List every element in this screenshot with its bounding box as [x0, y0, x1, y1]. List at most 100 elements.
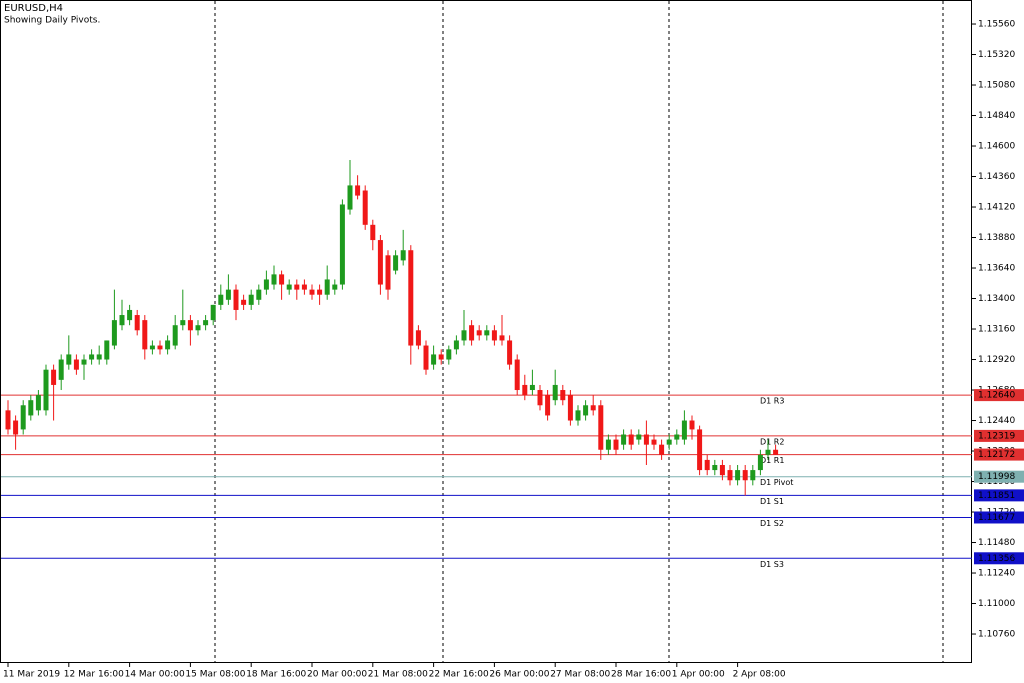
candle-body — [233, 289, 239, 310]
pivot-name: D1 R1 — [760, 456, 784, 465]
y-tick-label: 1.13640 — [978, 264, 1015, 274]
candle-body — [28, 400, 34, 416]
price-label: 1.11677 — [978, 513, 1015, 523]
x-tick-label: 20 Mar 00:00 — [307, 670, 367, 680]
y-tick-label: 1.13400 — [978, 294, 1015, 304]
candle-body — [431, 354, 437, 365]
candle-body — [58, 359, 64, 380]
candle-body — [491, 330, 497, 341]
candle-body — [119, 315, 125, 326]
candle-body — [195, 325, 201, 331]
candle-body — [317, 289, 323, 295]
x-tick-label: 15 Mar 08:00 — [185, 670, 245, 680]
price-box — [974, 489, 1024, 502]
candle-body — [742, 470, 748, 481]
candle-body — [590, 405, 596, 411]
candle-body — [750, 470, 756, 481]
candle-body — [332, 284, 338, 290]
price-label: 1.11998 — [978, 472, 1015, 482]
price-box — [974, 552, 1024, 565]
candle-body — [149, 345, 155, 350]
candle-body — [529, 384, 535, 391]
candle-body — [20, 405, 26, 430]
candle-body — [757, 454, 763, 471]
candle-body — [499, 335, 505, 341]
candle-body — [659, 444, 665, 455]
candle-body — [51, 369, 57, 385]
candle-body — [286, 284, 292, 290]
candle-body — [355, 185, 361, 196]
candle-body — [605, 439, 611, 450]
candle-body — [697, 429, 703, 471]
candle-body — [438, 354, 444, 360]
pivot-name: D1 S2 — [760, 519, 784, 528]
y-tick-label: 1.11000 — [978, 599, 1015, 609]
candle-body — [89, 354, 95, 360]
candle-body — [35, 395, 41, 411]
candle-body — [400, 250, 406, 261]
candle-body — [362, 190, 368, 225]
candle-body — [294, 284, 300, 290]
price-label: 1.11851 — [978, 491, 1015, 501]
price-box — [974, 448, 1024, 461]
candle-body — [271, 274, 277, 285]
pivot-name: D1 S3 — [760, 560, 784, 569]
candle-body — [66, 354, 72, 365]
candle-body — [187, 320, 193, 331]
chart-subtitle: Showing Daily Pivots. — [4, 16, 100, 26]
candle-body — [674, 434, 680, 440]
candle-body — [5, 410, 11, 430]
y-tick-label: 1.11240 — [978, 569, 1015, 579]
price-box — [974, 470, 1024, 483]
candle-body — [560, 390, 566, 401]
candle-body — [134, 315, 140, 331]
price-label: 1.12640 — [978, 391, 1015, 401]
candle-body — [545, 395, 551, 416]
y-tick-label: 1.10760 — [978, 630, 1015, 640]
y-tick-label: 1.12920 — [978, 355, 1015, 365]
y-tick-label: 1.15320 — [978, 50, 1015, 60]
candle-body — [773, 449, 779, 455]
candle-body — [279, 274, 285, 285]
candle-body — [43, 369, 49, 411]
y-tick-label: 1.14600 — [978, 142, 1015, 152]
candle-body — [13, 420, 19, 435]
price-label: 1.12319 — [978, 431, 1015, 441]
candle-body — [96, 354, 102, 360]
candle-body — [127, 309, 133, 321]
candle-body — [712, 465, 718, 471]
candle-body — [210, 304, 216, 321]
candle-body — [507, 340, 513, 365]
x-tick-label: 18 Mar 16:00 — [246, 670, 306, 680]
candle-body — [73, 359, 79, 370]
y-tick-label: 1.14840 — [978, 111, 1015, 121]
x-tick-label: 21 Mar 08:00 — [368, 670, 428, 680]
candle-body — [81, 359, 87, 365]
candle-body — [689, 420, 695, 430]
candle-body — [514, 359, 520, 391]
candle-body — [172, 325, 178, 346]
x-tick-label: 14 Mar 00:00 — [125, 670, 185, 680]
candle-body — [248, 294, 254, 305]
candle-body — [104, 340, 110, 360]
candle-body — [324, 279, 330, 295]
price-box — [974, 429, 1024, 442]
candle-body — [552, 384, 558, 401]
price-box — [974, 389, 1024, 402]
x-tick-label: 26 Mar 00:00 — [489, 670, 549, 680]
candle-body — [339, 204, 345, 285]
candle-body — [256, 289, 262, 300]
candle-body — [651, 439, 657, 445]
y-tick-label: 1.14120 — [978, 203, 1015, 213]
pivot-name: D1 R2 — [760, 437, 784, 446]
x-tick-label: 2 Apr 08:00 — [733, 670, 786, 680]
candle-body — [735, 470, 741, 481]
candle-body — [370, 224, 376, 241]
candle-body — [453, 340, 459, 350]
candle-body — [225, 289, 231, 300]
candle-body — [446, 349, 452, 360]
price-box — [974, 511, 1024, 524]
price-label: 1.12172 — [978, 450, 1015, 460]
candle-body — [263, 279, 269, 290]
candle-body — [218, 294, 224, 305]
